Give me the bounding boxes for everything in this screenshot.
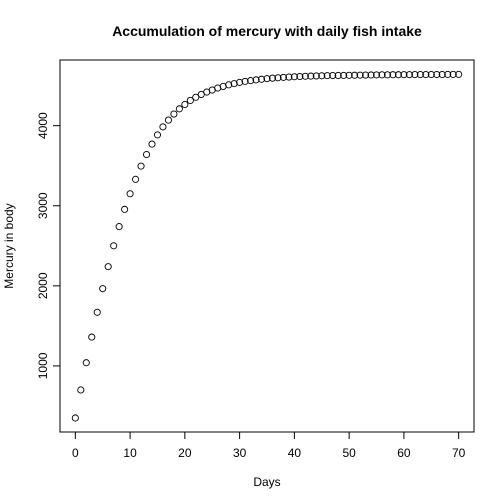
data-point [88, 333, 96, 341]
data-point [367, 71, 375, 79]
data-point [362, 71, 370, 79]
data-point [241, 77, 249, 85]
y-tick-label: 3000 [36, 192, 50, 219]
data-point [142, 150, 151, 159]
data-point [126, 190, 134, 198]
data-point [77, 386, 85, 394]
data-point [137, 162, 145, 170]
data-point [405, 71, 413, 79]
x-tick-label: 0 [72, 446, 79, 460]
data-point [104, 263, 112, 271]
data-point [148, 140, 156, 148]
data-point [400, 71, 408, 79]
x-tick-label: 20 [178, 446, 192, 460]
data-point [181, 100, 189, 108]
data-point [132, 175, 140, 183]
data-point [334, 71, 342, 80]
y-tick-label: 2000 [36, 272, 50, 299]
data-point [323, 72, 331, 80]
data-point [263, 75, 271, 83]
y-axis: 1000 2000 3000 4000 [36, 112, 61, 379]
x-tick-label: 40 [288, 446, 302, 460]
data-point [192, 93, 200, 101]
data-point [444, 70, 452, 78]
x-tick-label: 50 [342, 446, 356, 460]
data-point [99, 285, 107, 293]
data-point [164, 116, 172, 124]
data-point [170, 110, 178, 118]
data-point [351, 71, 359, 79]
x-axis-label: Days [253, 475, 280, 489]
data-point [257, 75, 266, 83]
data-point [175, 105, 183, 113]
data-point [186, 96, 194, 104]
data-point [340, 71, 348, 79]
data-point [427, 70, 435, 79]
data-point [93, 308, 101, 316]
data-point [247, 77, 255, 85]
data-point [285, 73, 293, 81]
data-point [268, 74, 277, 82]
data-point [438, 70, 446, 79]
data-point [345, 71, 353, 79]
data-point [394, 71, 402, 79]
data-point [159, 123, 167, 131]
data-point [455, 70, 463, 78]
data-point [318, 72, 326, 80]
data-point [296, 72, 304, 81]
data-point [110, 242, 118, 250]
data-point [82, 359, 90, 367]
x-tick-label: 30 [233, 446, 247, 460]
data-point [312, 72, 320, 80]
data-point [307, 72, 315, 80]
data-point [383, 71, 392, 79]
data-point [290, 73, 298, 81]
data-points [71, 70, 463, 422]
data-point [449, 70, 457, 78]
data-point [230, 80, 238, 88]
x-tick-label: 10 [123, 446, 137, 460]
data-point [252, 76, 260, 84]
data-point [115, 223, 123, 231]
data-point [433, 70, 441, 79]
data-point [416, 71, 424, 79]
data-point [153, 131, 162, 139]
data-point [422, 71, 430, 79]
data-point [274, 74, 282, 82]
x-axis: 0 10 20 30 40 50 60 70 [72, 431, 466, 460]
data-point [329, 71, 337, 80]
data-point [301, 72, 309, 80]
data-point [225, 81, 233, 89]
x-tick-label: 60 [397, 446, 411, 460]
data-point [279, 73, 287, 81]
data-point [378, 71, 386, 79]
data-point [121, 205, 129, 213]
chart-title: Accumulation of mercury with daily fish … [112, 23, 422, 39]
data-point [71, 414, 79, 422]
data-point [411, 71, 419, 79]
data-point [389, 71, 397, 79]
y-tick-label: 1000 [36, 352, 50, 379]
y-tick-label: 4000 [36, 112, 50, 139]
data-point [356, 71, 364, 79]
y-axis-label: Mercury in body [2, 203, 16, 288]
x-tick-label: 70 [452, 446, 466, 460]
data-point [236, 78, 244, 86]
data-point [372, 71, 381, 79]
